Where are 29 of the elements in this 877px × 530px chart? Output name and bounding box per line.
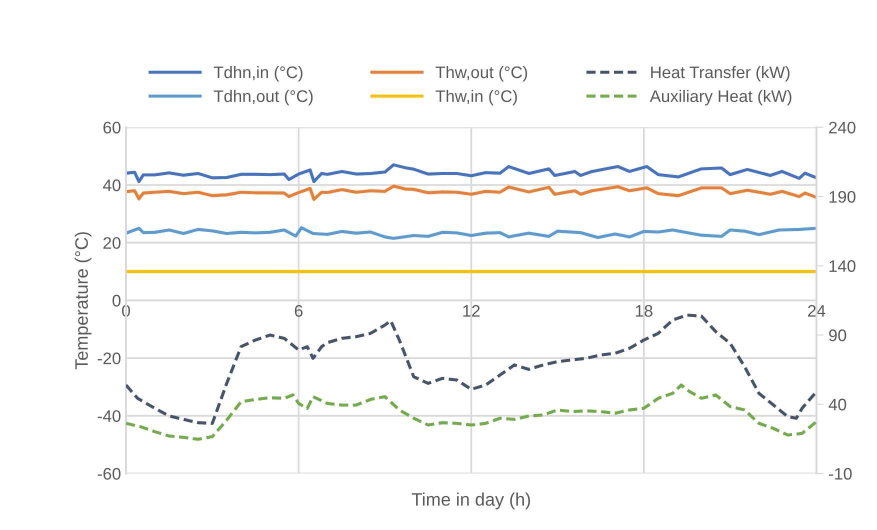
y2-tick-label: 140 [830, 260, 856, 272]
line-series [126, 383, 816, 441]
x-tick-label: 24 [808, 305, 826, 317]
legend-label: Auxiliary Heat (kW) [650, 90, 792, 106]
line-series [126, 184, 816, 201]
line-series [126, 226, 816, 240]
y2-tick-label: 40 [828, 398, 846, 410]
x-tick-label: 12 [463, 305, 480, 317]
legend-label: Tdhn,in (°C) [214, 66, 302, 82]
line-series [126, 163, 816, 184]
x-axis-title: Time in day (h) [412, 492, 530, 510]
y-tick-label: -40 [98, 410, 121, 422]
y-tick-label: -60 [98, 468, 121, 480]
y-tick-label: 20 [103, 237, 121, 249]
y-tick-label: 0 [112, 294, 121, 307]
legend-label: Heat Transfer (kW) [651, 66, 790, 82]
y2-tick-label: -10 [829, 468, 852, 480]
legend-label: Thw,out (°C) [436, 66, 528, 82]
x-tick-label: 18 [636, 305, 652, 317]
y-axis-title: Temperature (°C) [74, 232, 92, 370]
legend-label: Thw,in (°C) [436, 90, 517, 106]
y-tick-label: 40 [103, 179, 121, 192]
y2-tick-label: 240 [829, 122, 856, 134]
x-tick-label: 6 [294, 305, 303, 317]
y-tick-label: 60 [103, 122, 121, 134]
y2-tick-label: 90 [829, 329, 846, 342]
y-tick-label: -20 [98, 352, 121, 364]
y2-tick-label: 190 [830, 190, 856, 203]
legend-label: Tdhn,out (°C) [214, 90, 313, 106]
